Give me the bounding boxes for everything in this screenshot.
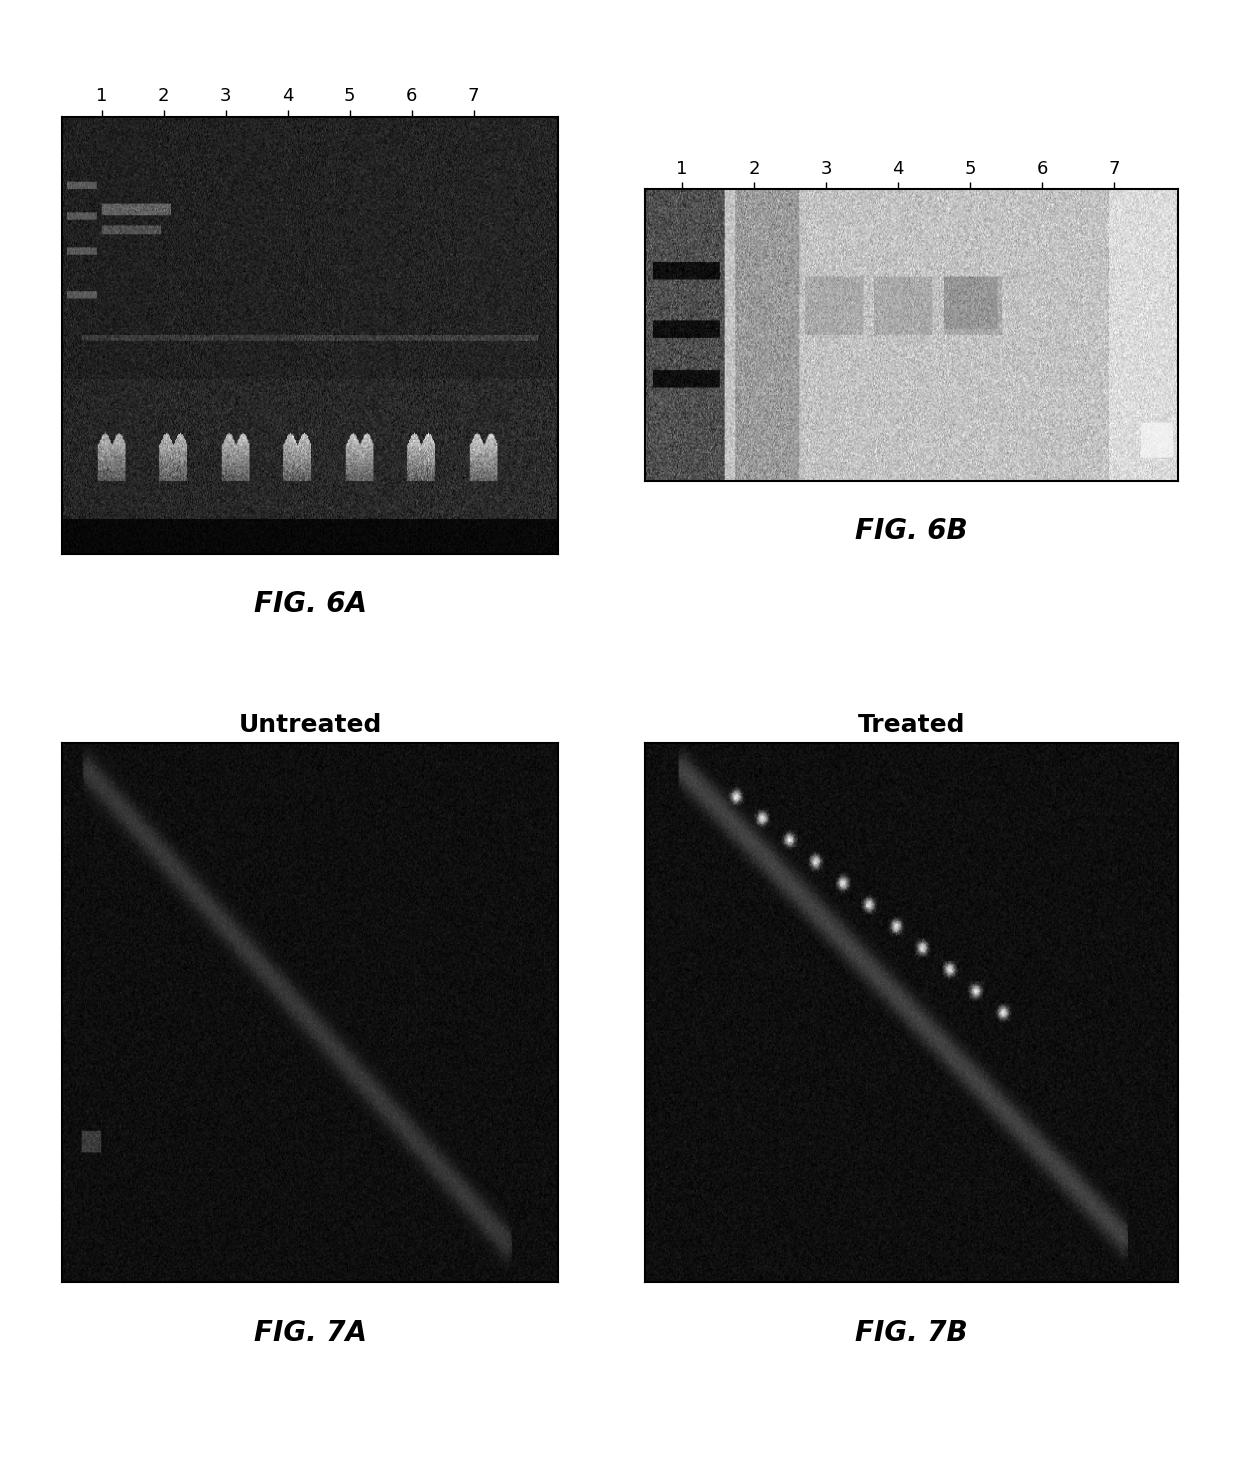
Text: FIG. 6B: FIG. 6B xyxy=(856,517,967,545)
Text: FIG. 7A: FIG. 7A xyxy=(253,1319,367,1346)
Text: FIG. 6A: FIG. 6A xyxy=(253,590,367,618)
Title: Untreated: Untreated xyxy=(238,712,382,737)
Text: FIG. 7B: FIG. 7B xyxy=(856,1319,967,1346)
Title: Treated: Treated xyxy=(858,712,965,737)
